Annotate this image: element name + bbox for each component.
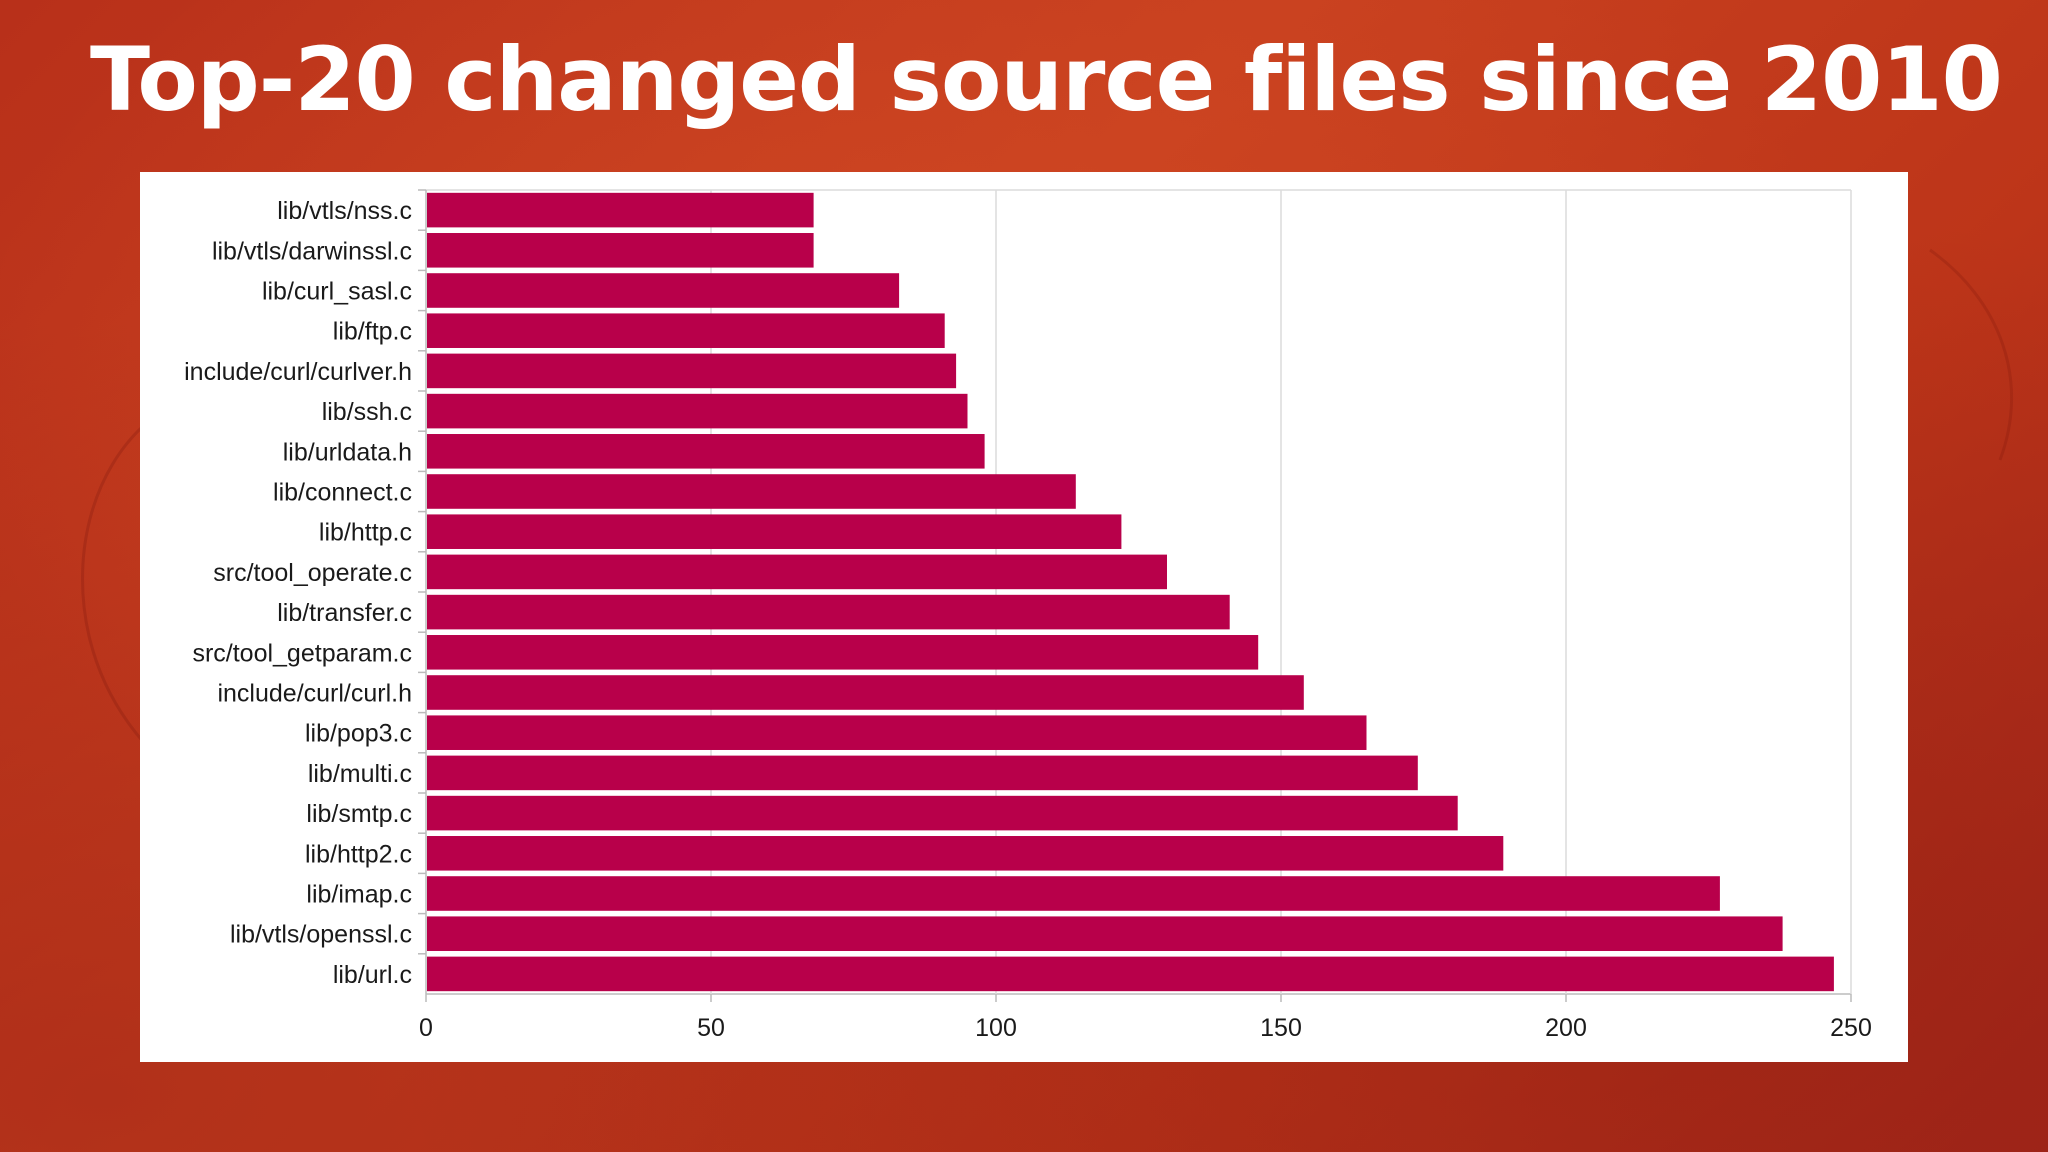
category-label: lib/urldata.h xyxy=(283,438,412,466)
bar xyxy=(427,554,1167,590)
bar xyxy=(427,192,814,228)
x-tick-label: 250 xyxy=(1830,1014,1872,1042)
category-label: lib/curl_sasl.c xyxy=(262,278,412,306)
bar xyxy=(427,273,900,308)
category-label: lib/ftp.c xyxy=(333,318,412,346)
category-label: lib/vtls/darwinssl.c xyxy=(212,237,412,265)
bar xyxy=(427,635,1259,670)
bar-chart: lib/vtls/nss.c lib/vtls/darwinssl.c lib/cu… xyxy=(184,189,1872,1042)
category-label: lib/pop3.c xyxy=(305,720,412,748)
bar xyxy=(427,675,1304,710)
bar xyxy=(427,233,814,268)
category-label-layer: lib/vtls/nss.c lib/vtls/darwinssl.c lib/cu… xyxy=(184,197,412,989)
category-label: include/curl/curl.h xyxy=(217,680,412,708)
category-label: include/curl/curlver.h xyxy=(184,358,412,386)
bar xyxy=(427,836,1504,871)
category-label: lib/url.c xyxy=(333,961,412,989)
bar xyxy=(427,434,985,469)
bar xyxy=(427,715,1367,750)
category-label: lib/vtls/openssl.c xyxy=(230,921,412,949)
category-label: lib/transfer.c xyxy=(277,599,412,627)
bar xyxy=(427,876,1720,911)
x-tick-label: 0 xyxy=(419,1014,433,1042)
x-tick-label: 100 xyxy=(975,1014,1017,1042)
bar xyxy=(427,393,968,429)
category-label: lib/multi.c xyxy=(308,760,412,788)
category-label: src/tool_getparam.c xyxy=(192,639,412,667)
bar xyxy=(427,353,957,389)
category-label: lib/ssh.c xyxy=(322,398,412,426)
x-tick-label: 150 xyxy=(1260,1014,1302,1042)
category-label: lib/http.c xyxy=(319,519,412,547)
category-label: lib/vtls/nss.c xyxy=(277,197,412,225)
category-label: lib/imap.c xyxy=(306,881,412,909)
bar xyxy=(427,916,1783,951)
category-label: lib/connect.c xyxy=(273,479,412,507)
bar xyxy=(427,313,945,348)
x-tick-label: 50 xyxy=(697,1014,725,1042)
bar xyxy=(427,594,1230,630)
category-label: lib/http2.c xyxy=(305,840,412,868)
category-label: lib/smtp.c xyxy=(306,800,412,828)
bar xyxy=(427,474,1076,509)
chart-panel: lib/vtls/nss.c lib/vtls/darwinssl.c lib/cu… xyxy=(140,172,1908,1062)
grid-layer xyxy=(418,189,1852,1002)
bar xyxy=(427,514,1122,549)
bar xyxy=(427,755,1418,791)
category-label: src/tool_operate.c xyxy=(213,559,412,587)
x-tick-label: 200 xyxy=(1545,1014,1587,1042)
bar xyxy=(427,956,1834,992)
tick-label-layer: 0 50 100 150 200 250 xyxy=(419,1014,1872,1042)
bar-layer xyxy=(427,192,1834,992)
bar xyxy=(427,795,1458,831)
page-title: Top-20 changed source files since 2010 xyxy=(90,28,2003,131)
